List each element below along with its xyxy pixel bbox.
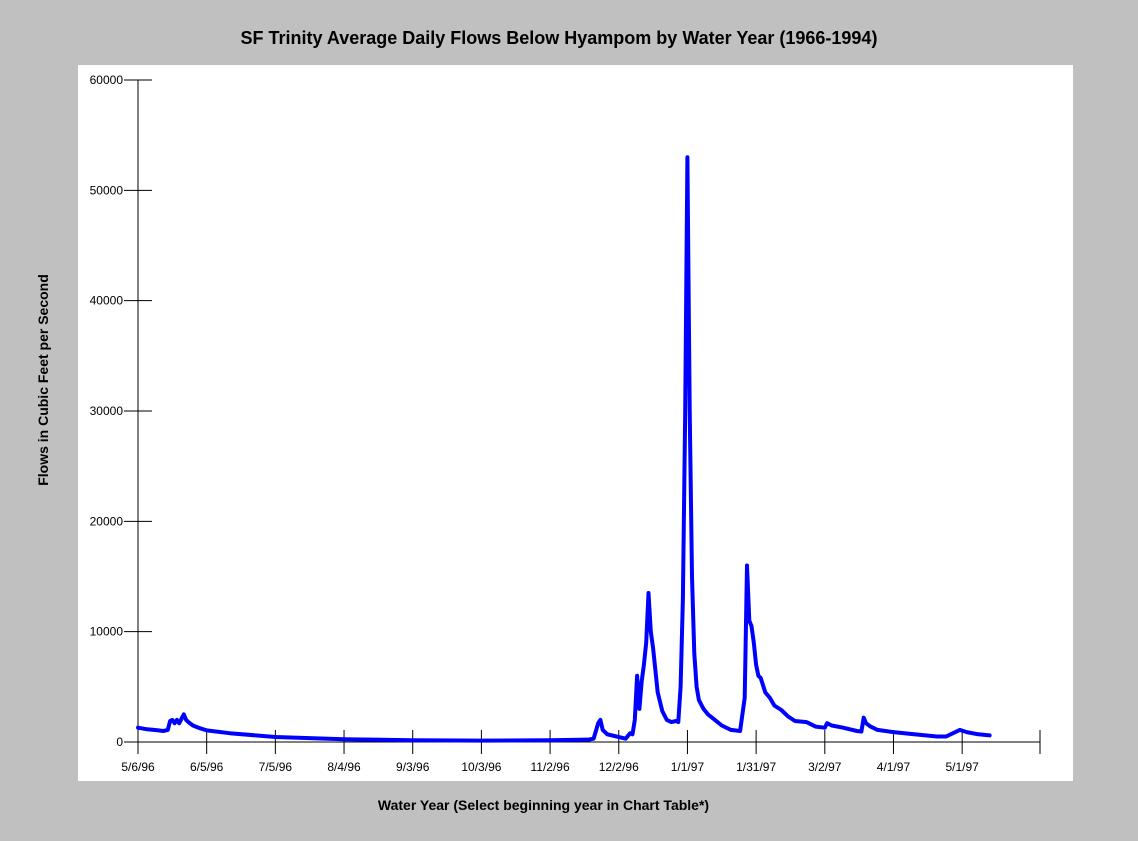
x-tick-label: 1/1/97 (671, 760, 705, 774)
chart-title: SF Trinity Average Daily Flows Below Hya… (240, 28, 878, 48)
plot-panel: 0 10000 20000 30000 40000 50000 60000 5/6/96 6/5… (78, 65, 1073, 781)
x-tick-label: 8/4/96 (327, 760, 361, 774)
x-tick-label: 12/2/96 (599, 760, 639, 774)
x-tick-label: 11/2/96 (531, 760, 570, 774)
x-tick-label: 7/5/96 (259, 760, 293, 774)
y-tick-label: 40000 (90, 294, 124, 308)
y-tick-label: 50000 (90, 183, 124, 197)
y-tick-label: 10000 (90, 625, 124, 639)
chart-canvas: 0 10000 20000 30000 40000 50000 60000 5/6/96 6/5… (90, 73, 1041, 774)
x-tick-label: 5/1/97 (945, 760, 979, 774)
x-tick-label: 10/3/96 (461, 760, 501, 774)
flow-series-line (136, 155, 992, 743)
y-tick-label: 0 (116, 735, 123, 749)
tick-layer: 0 10000 20000 30000 40000 50000 60000 5/6/96 6/5… (90, 73, 1041, 774)
y-tick-label: 30000 (90, 404, 124, 418)
x-axis-label: Water Year (Select beginning year in Cha… (377, 797, 710, 813)
y-tick-label: 60000 (90, 73, 124, 87)
axes (137, 80, 1040, 743)
x-tick-label: 3/2/97 (808, 760, 842, 774)
x-tick-label: 4/1/97 (877, 760, 911, 774)
y-axis-label: Flows in Cubic Feet per Second (35, 274, 51, 486)
series-layer (136, 155, 992, 743)
x-tick-label: 6/5/96 (190, 760, 224, 774)
y-tick-label: 20000 (90, 514, 124, 528)
x-tick-label: 9/3/96 (396, 760, 430, 774)
x-tick-label: 5/6/96 (121, 760, 155, 774)
x-tick-label: 1/31/97 (736, 760, 776, 774)
